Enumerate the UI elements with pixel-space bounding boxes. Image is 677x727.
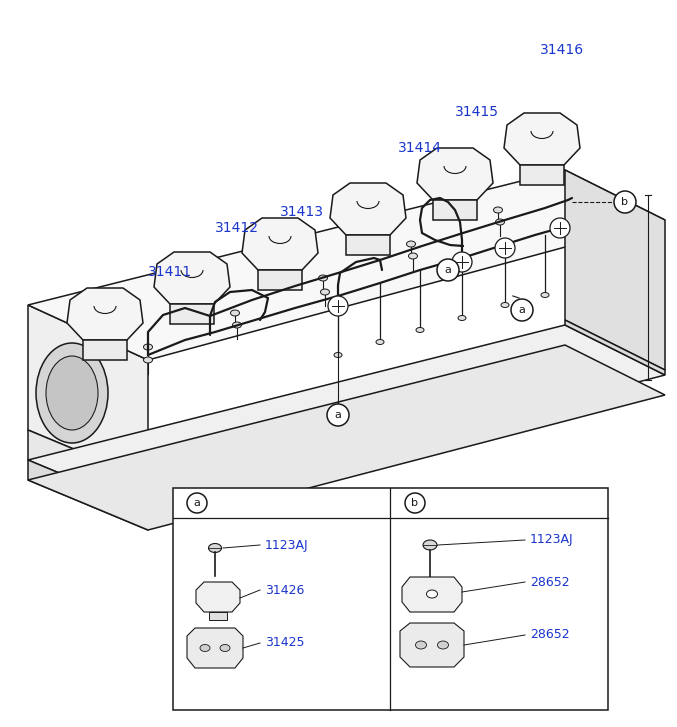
Polygon shape xyxy=(28,325,665,510)
Text: 31411: 31411 xyxy=(148,265,192,279)
Ellipse shape xyxy=(541,292,549,297)
Polygon shape xyxy=(433,200,477,220)
Circle shape xyxy=(550,218,570,238)
Polygon shape xyxy=(417,148,493,200)
Text: 31416: 31416 xyxy=(540,43,584,57)
Text: 31415: 31415 xyxy=(455,105,499,119)
Polygon shape xyxy=(187,628,243,668)
Polygon shape xyxy=(330,183,406,235)
Text: a: a xyxy=(334,410,341,420)
Polygon shape xyxy=(209,612,227,620)
Text: a: a xyxy=(519,305,525,315)
Polygon shape xyxy=(346,235,390,255)
Ellipse shape xyxy=(209,544,221,553)
Circle shape xyxy=(437,259,459,281)
Polygon shape xyxy=(67,288,143,340)
Polygon shape xyxy=(28,430,148,510)
Text: 31412: 31412 xyxy=(215,221,259,235)
Polygon shape xyxy=(504,113,580,165)
Text: b: b xyxy=(412,498,418,508)
Text: a: a xyxy=(194,498,200,508)
Polygon shape xyxy=(565,320,665,375)
Ellipse shape xyxy=(376,340,384,345)
Polygon shape xyxy=(170,304,214,324)
Polygon shape xyxy=(28,345,665,530)
Ellipse shape xyxy=(494,207,502,213)
Ellipse shape xyxy=(36,343,108,443)
Ellipse shape xyxy=(318,275,328,281)
Text: 31414: 31414 xyxy=(398,141,442,155)
Ellipse shape xyxy=(423,540,437,550)
Polygon shape xyxy=(402,577,462,612)
Polygon shape xyxy=(565,170,665,370)
Polygon shape xyxy=(196,582,240,612)
Text: 31425: 31425 xyxy=(265,637,305,649)
Circle shape xyxy=(614,191,636,213)
Ellipse shape xyxy=(416,641,427,649)
Circle shape xyxy=(187,493,207,513)
Circle shape xyxy=(405,493,425,513)
Polygon shape xyxy=(83,340,127,360)
Polygon shape xyxy=(28,305,148,480)
Polygon shape xyxy=(400,623,464,667)
Circle shape xyxy=(452,252,472,272)
Polygon shape xyxy=(258,270,302,290)
Text: 1123AJ: 1123AJ xyxy=(530,534,573,547)
Ellipse shape xyxy=(458,316,466,321)
Text: 28652: 28652 xyxy=(530,629,569,641)
Bar xyxy=(173,488,608,710)
Text: 1123AJ: 1123AJ xyxy=(265,539,309,552)
Polygon shape xyxy=(520,165,564,185)
Ellipse shape xyxy=(427,590,437,598)
Text: 31426: 31426 xyxy=(265,584,305,596)
Ellipse shape xyxy=(334,353,342,358)
Polygon shape xyxy=(28,460,148,530)
Ellipse shape xyxy=(406,241,416,247)
Text: 31413: 31413 xyxy=(280,205,324,219)
Polygon shape xyxy=(154,252,230,304)
Text: b: b xyxy=(621,197,628,207)
Ellipse shape xyxy=(232,322,242,328)
Ellipse shape xyxy=(501,302,509,308)
Polygon shape xyxy=(28,170,665,360)
Circle shape xyxy=(511,299,533,321)
Circle shape xyxy=(327,404,349,426)
Ellipse shape xyxy=(416,327,424,332)
Ellipse shape xyxy=(200,645,210,651)
Ellipse shape xyxy=(46,356,98,430)
Ellipse shape xyxy=(144,344,152,350)
Ellipse shape xyxy=(230,310,240,316)
Ellipse shape xyxy=(408,253,418,259)
Text: 28652: 28652 xyxy=(530,576,569,588)
Polygon shape xyxy=(242,218,318,270)
Ellipse shape xyxy=(437,641,448,649)
Ellipse shape xyxy=(320,289,330,295)
Ellipse shape xyxy=(496,219,504,225)
Text: a: a xyxy=(445,265,452,275)
Circle shape xyxy=(495,238,515,258)
Circle shape xyxy=(328,296,348,316)
Ellipse shape xyxy=(220,645,230,651)
Ellipse shape xyxy=(144,357,152,363)
